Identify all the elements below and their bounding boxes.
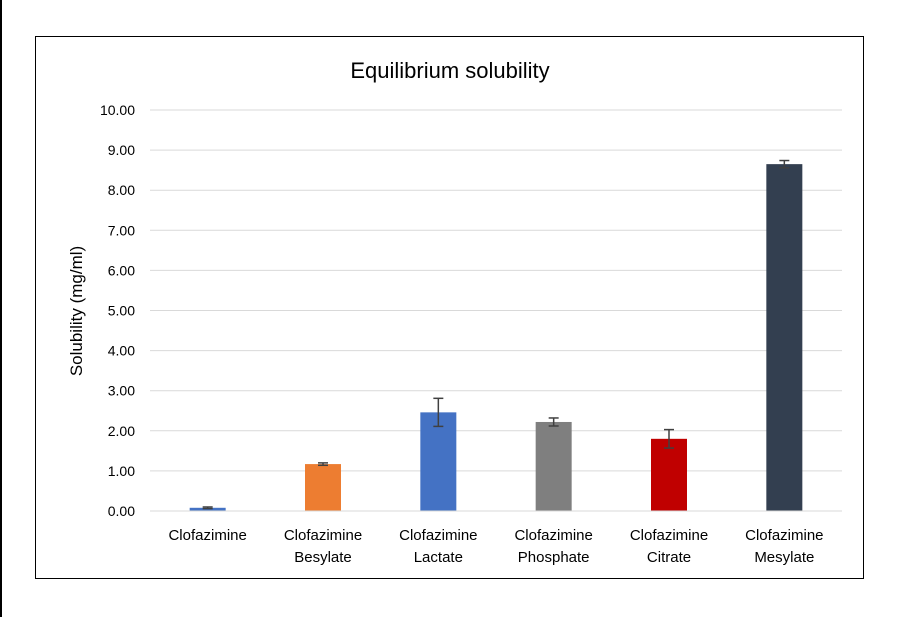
error-bars [202,159,790,510]
category-label: Clofazimine Phosphate [514,527,592,566]
y-tick-labels: 0.00 1.00 2.00 3.00 4.00 5.00 6.00 7.00 8.00 9.00… [100,102,135,519]
left-edge-line [0,0,2,617]
bar [420,412,457,511]
y-tick-label: 0.00 [108,503,135,519]
bar [766,164,803,511]
bar [305,464,341,511]
category-label: Clofazimine Lactate [399,527,477,566]
y-tick-label: 7.00 [108,222,135,238]
y-tick-label: 6.00 [108,262,135,278]
y-tick-label: 9.00 [108,142,135,158]
bars [189,164,803,511]
category-label: Clofazimine Mesylate [745,527,823,566]
bar [651,438,687,511]
y-tick-label: 1.00 [108,463,135,479]
y-tick-label: 4.00 [108,343,135,359]
category-label: Clofazimine [168,527,246,544]
category-labels: Clofazimine Clofazimine Besylate Clofazimin… [168,527,823,566]
y-tick-label: 2.00 [108,423,135,439]
gridlines [150,109,842,472]
y-tick-label: 5.00 [108,303,135,319]
chart-title: Equilibrium solubility [350,58,549,83]
y-tick-label: 10.00 [100,102,135,118]
y-axis-label: Solubility (mg/ml) [67,246,86,376]
category-label: Clofazimine Citrate [630,527,708,566]
bar [189,507,226,511]
category-label: Clofazimine Besylate [284,527,362,566]
bar [535,421,572,511]
y-tick-label: 8.00 [108,182,135,198]
y-tick-label: 3.00 [108,383,135,399]
